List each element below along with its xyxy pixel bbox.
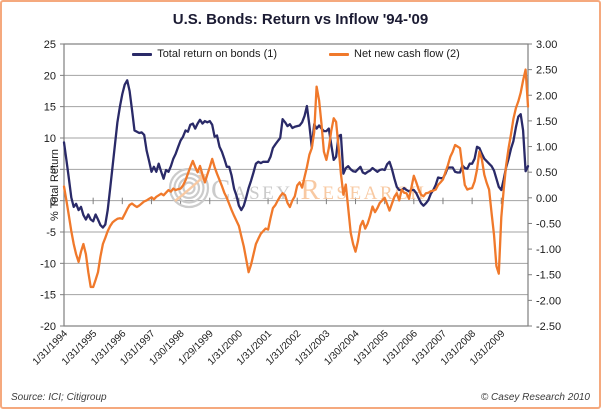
bonds-line-swatch (132, 52, 153, 56)
legend: Total return on bonds (1) Net new cash f… (64, 48, 528, 60)
svg-text:20: 20 (44, 70, 56, 82)
chart-title: U.S. Bonds: Return vs Inflow '94-'09 (172, 11, 429, 28)
svg-text:25: 25 (44, 39, 56, 51)
left-axis-labels: 25 20 15 10 5 0 -5 -10 -15 -20 (40, 39, 56, 333)
svg-text:5: 5 (50, 164, 56, 176)
plot-frame (63, 43, 529, 327)
gridlines (60, 43, 528, 327)
svg-text:-1.00: -1.00 (536, 244, 561, 256)
svg-text:1.50: 1.50 (536, 116, 557, 128)
svg-text:-5: -5 (46, 227, 56, 239)
svg-text:0.50: 0.50 (536, 167, 557, 179)
svg-text:3.00: 3.00 (536, 39, 557, 51)
svg-text:-1.50: -1.50 (536, 270, 561, 282)
svg-text:-2.00: -2.00 (536, 295, 561, 307)
svg-text:2.00: 2.00 (536, 90, 557, 102)
svg-text:15: 15 (44, 102, 56, 114)
legend-item-bonds: Total return on bonds (1) (132, 48, 277, 60)
cashflow-line-swatch (329, 52, 350, 56)
svg-text:-10: -10 (40, 258, 56, 270)
svg-text:0: 0 (50, 196, 56, 208)
series-line-bonds (62, 79, 530, 229)
svg-text:1.00: 1.00 (536, 142, 557, 154)
left-axis-title: % Total Return (49, 149, 61, 221)
right-axis-labels: 3.00 2.50 2.00 1.50 1.00 0.50 0.00 -0.50 -1.00 -1… (536, 39, 561, 333)
copyright-note: © Casey Research 2010 (480, 392, 590, 403)
svg-text:0.00: 0.00 (536, 193, 557, 205)
source-note: Source: ICI; Citigroup (11, 392, 107, 403)
svg-text:10: 10 (44, 133, 56, 145)
svg-text:2.50: 2.50 (536, 65, 557, 77)
right-axis-ticks (528, 43, 532, 327)
svg-text:-20: -20 (40, 321, 56, 333)
legend-item-cashflow: Net new cash flow (2) (329, 48, 460, 60)
legend-label-bonds: Total return on bonds (1) (157, 48, 278, 60)
svg-text:-0.50: -0.50 (536, 218, 561, 230)
svg-text:-15: -15 (40, 290, 56, 302)
legend-label-cashflow: Net new cash flow (2) (354, 48, 460, 60)
svg-text:-2.50: -2.50 (536, 321, 561, 333)
series-line-cashflow (62, 68, 530, 289)
x-axis-labels: 1/31/19941/31/19951/31/19961/31/19971/30… (31, 328, 508, 368)
